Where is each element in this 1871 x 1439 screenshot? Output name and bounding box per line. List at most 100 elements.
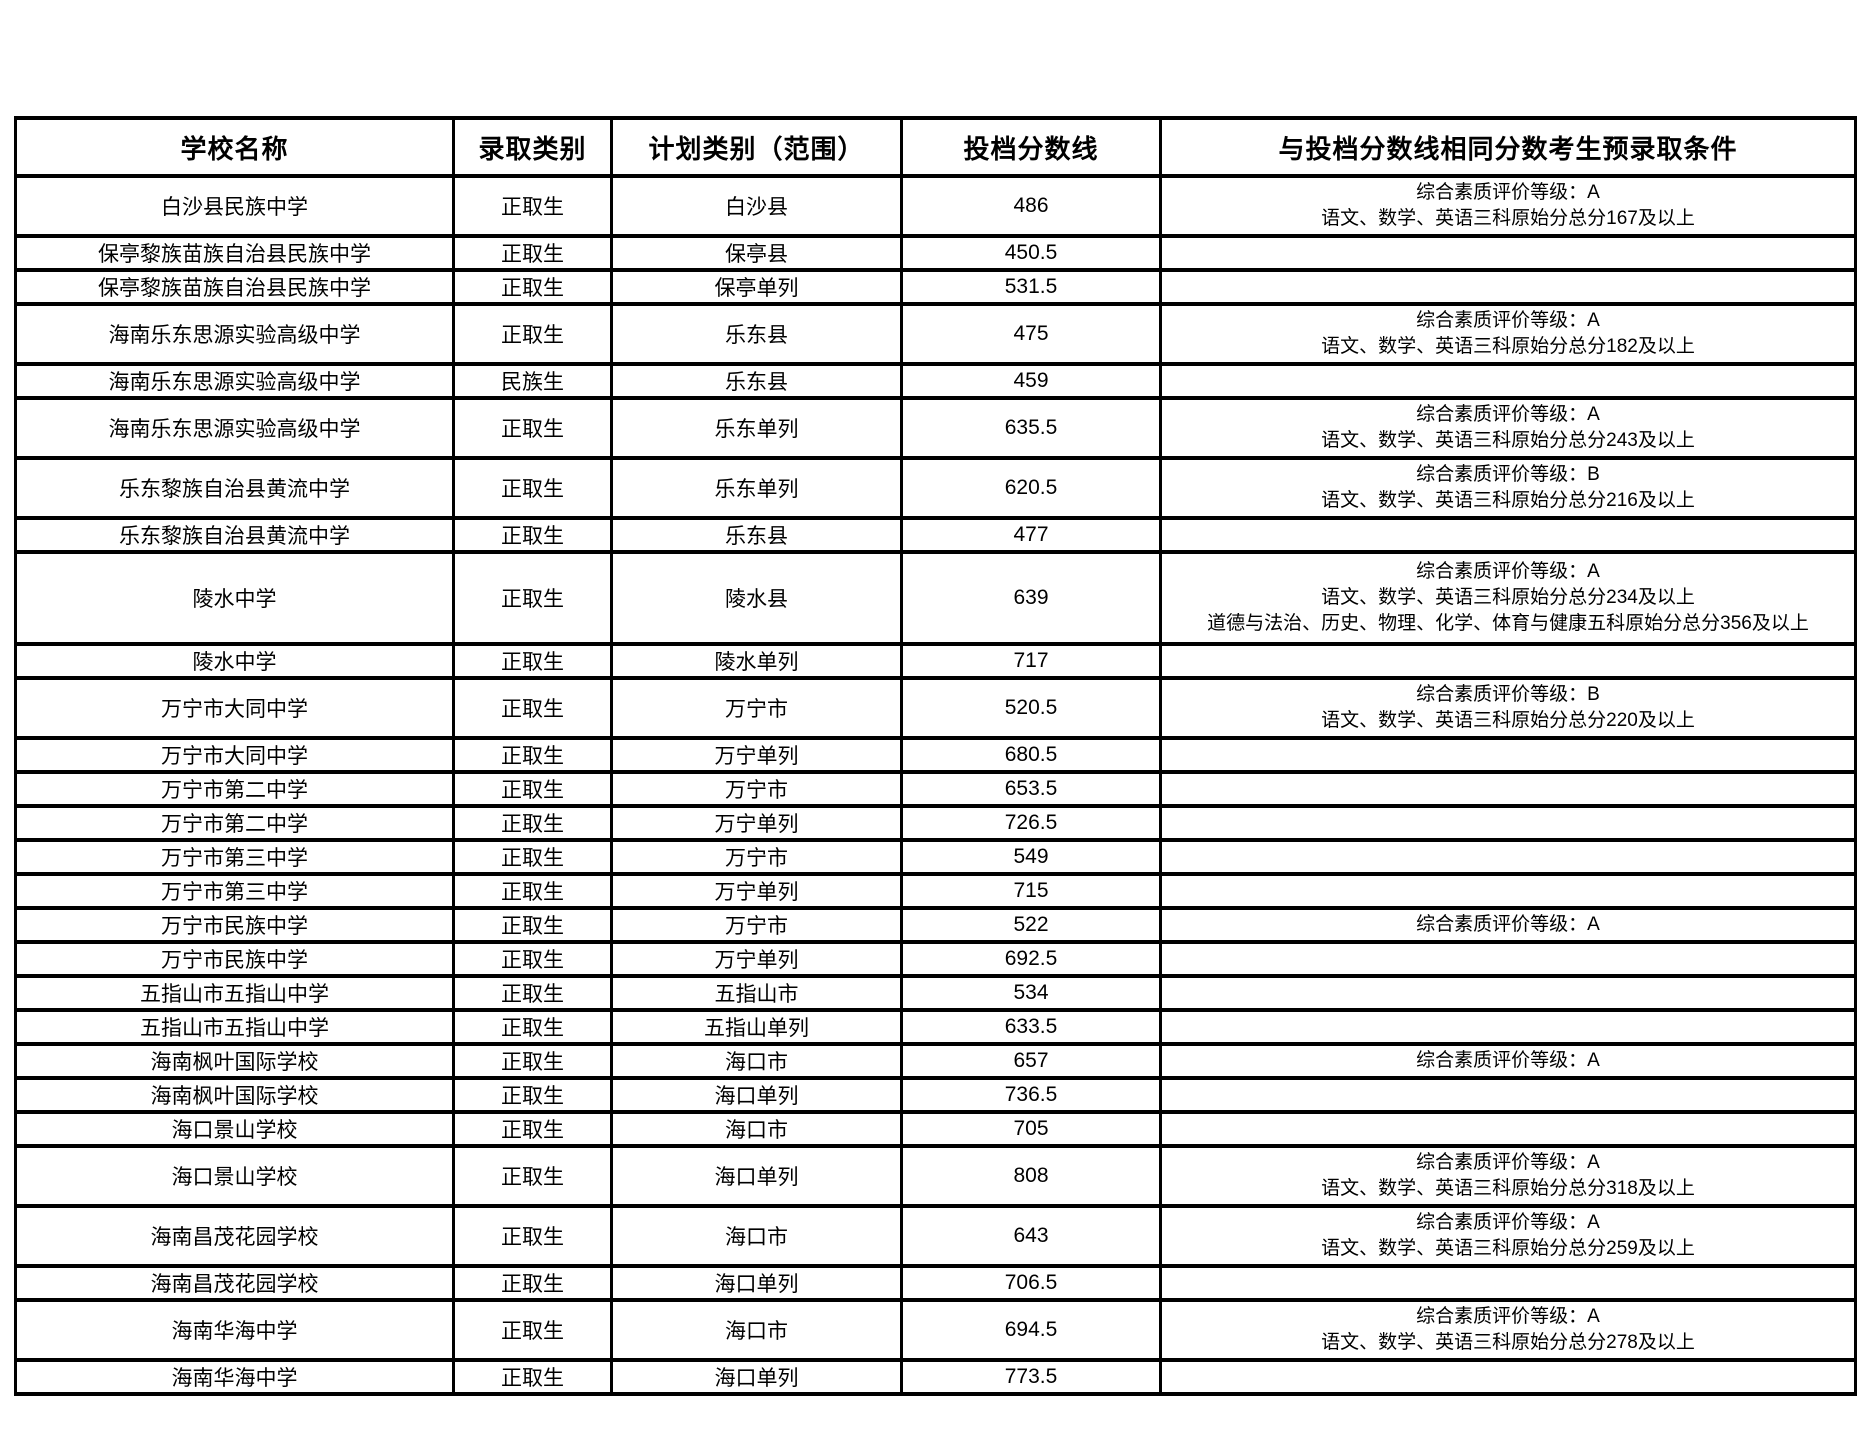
condition-line: 语文、数学、英语三科原始分总分216及以上 [1321,490,1695,511]
school-name-cell: 陵水中学 [14,550,455,646]
condition-line: 综合素质评价等级：A [1416,1306,1600,1327]
table-row: 海南昌茂花园学校 正取生 海口单列 706.5 [14,1264,1857,1302]
admission-type-cell: 正取生 [452,1298,613,1362]
table-row: 白沙县民族中学 正取生 白沙县 486 综合素质评价等级：A 语文、数学、英语三科原始分总… [14,174,1857,238]
table-row: 海南乐东思源实验高级中学 正取生 乐东单列 635.5 综合素质评价等级：A 语文、数学、… [14,396,1857,460]
conditions-cell [1159,642,1857,680]
score-cell: 692.5 [900,940,1162,978]
table-row: 海南枫叶国际学校 正取生 海口单列 736.5 [14,1076,1857,1114]
column-header-admission-type: 录取类别 [452,116,613,178]
conditions-cell [1159,872,1857,910]
admission-type-cell: 正取生 [452,1110,613,1148]
table-row: 陵水中学 正取生 陵水县 639 综合素质评价等级：A 语文、数学、英语三科原始分总分23… [14,550,1857,646]
table-row: 万宁市第二中学 正取生 万宁单列 726.5 [14,804,1857,842]
condition-line: 综合素质评价等级：B [1416,684,1600,705]
school-name-cell: 万宁市民族中学 [14,906,455,944]
admission-type-cell: 正取生 [452,1042,613,1080]
plan-type-cell: 陵水县 [610,550,903,646]
score-cell: 639 [900,550,1162,646]
conditions-cell [1159,516,1857,554]
school-name-cell: 海南华海中学 [14,1298,455,1362]
score-cell: 706.5 [900,1264,1162,1302]
conditions-cell: 综合素质评价等级：B 语文、数学、英语三科原始分总分216及以上 [1159,456,1857,520]
score-cell: 705 [900,1110,1162,1148]
school-name-cell: 海南昌茂花园学校 [14,1204,455,1268]
condition-line: 语文、数学、英语三科原始分总分278及以上 [1321,1332,1695,1353]
plan-type-cell: 海口市 [610,1042,903,1080]
score-cell: 486 [900,174,1162,238]
conditions-cell: 综合素质评价等级：A 语文、数学、英语三科原始分总分234及以上 道德与法治、历史、… [1159,550,1857,646]
condition-line: 综合素质评价等级：A [1416,1050,1600,1071]
admission-type-cell: 正取生 [452,396,613,460]
conditions-cell: 综合素质评价等级：A 语文、数学、英语三科原始分总分259及以上 [1159,1204,1857,1268]
admission-type-cell: 正取生 [452,516,613,554]
table-row: 万宁市大同中学 正取生 万宁单列 680.5 [14,736,1857,774]
plan-type-cell: 海口单列 [610,1076,903,1114]
school-name-cell: 海南华海中学 [14,1358,455,1396]
school-name-cell: 白沙县民族中学 [14,174,455,238]
score-cell: 534 [900,974,1162,1012]
table-row: 保亭黎族苗族自治县民族中学 正取生 保亭单列 531.5 [14,268,1857,306]
conditions-cell [1159,940,1857,978]
conditions-cell [1159,362,1857,400]
admission-type-cell: 正取生 [452,974,613,1012]
school-name-cell: 万宁市第二中学 [14,770,455,808]
score-cell: 522 [900,906,1162,944]
plan-type-cell: 万宁单列 [610,736,903,774]
conditions-cell [1159,268,1857,306]
score-cell: 808 [900,1144,1162,1208]
plan-type-cell: 保亭单列 [610,268,903,306]
page: { "table": { "columns": [ "学校名称", "录取类别"… [0,116,1871,1439]
plan-type-cell: 万宁单列 [610,804,903,842]
table-row: 海南乐东思源实验高级中学 正取生 乐东县 475 综合素质评价等级：A 语文、数学、英语三… [14,302,1857,366]
score-cell: 520.5 [900,676,1162,740]
score-cell: 620.5 [900,456,1162,520]
column-header-conditions: 与投档分数线相同分数考生预录取条件 [1159,116,1857,178]
condition-line: 语文、数学、英语三科原始分总分167及以上 [1321,208,1695,229]
condition-line: 语文、数学、英语三科原始分总分318及以上 [1321,1178,1695,1199]
school-name-cell: 保亭黎族苗族自治县民族中学 [14,234,455,272]
header-row: 学校名称 录取类别 计划类别（范围） 投档分数线 与投档分数线相同分数考生预录取条件 [14,116,1857,178]
score-cell: 717 [900,642,1162,680]
condition-line: 语文、数学、英语三科原始分总分243及以上 [1321,430,1695,451]
admission-type-cell: 正取生 [452,642,613,680]
plan-type-cell: 五指山市 [610,974,903,1012]
admission-type-cell: 正取生 [452,736,613,774]
score-cell: 657 [900,1042,1162,1080]
admission-type-cell: 正取生 [452,838,613,876]
school-name-cell: 陵水中学 [14,642,455,680]
admission-type-cell: 正取生 [452,940,613,978]
school-name-cell: 海口景山学校 [14,1144,455,1208]
plan-type-cell: 海口市 [610,1204,903,1268]
condition-line: 综合素质评价等级：A [1416,1212,1600,1233]
condition-line: 语文、数学、英语三科原始分总分182及以上 [1321,336,1695,357]
plan-type-cell: 白沙县 [610,174,903,238]
admission-type-cell: 正取生 [452,268,613,306]
plan-type-cell: 万宁市 [610,838,903,876]
conditions-cell [1159,1358,1857,1396]
table-row: 海南华海中学 正取生 海口单列 773.5 [14,1358,1857,1396]
admission-type-cell: 正取生 [452,804,613,842]
school-name-cell: 五指山市五指山中学 [14,1008,455,1046]
table-row: 万宁市第三中学 正取生 万宁市 549 [14,838,1857,876]
column-header-school: 学校名称 [14,116,455,178]
conditions-cell [1159,838,1857,876]
plan-type-cell: 乐东县 [610,516,903,554]
score-cell: 531.5 [900,268,1162,306]
conditions-cell [1159,1264,1857,1302]
plan-type-cell: 海口单列 [610,1264,903,1302]
score-cell: 736.5 [900,1076,1162,1114]
score-cell: 715 [900,872,1162,910]
score-cell: 549 [900,838,1162,876]
admission-type-cell: 正取生 [452,1204,613,1268]
table-row: 海南枫叶国际学校 正取生 海口市 657 综合素质评价等级：A [14,1042,1857,1080]
plan-type-cell: 海口市 [610,1110,903,1148]
score-cell: 635.5 [900,396,1162,460]
condition-line: 语文、数学、英语三科原始分总分220及以上 [1321,710,1695,731]
plan-type-cell: 万宁市 [610,770,903,808]
score-cell: 459 [900,362,1162,400]
condition-line: 语文、数学、英语三科原始分总分259及以上 [1321,1238,1695,1259]
table-row: 五指山市五指山中学 正取生 五指山单列 633.5 [14,1008,1857,1046]
score-cell: 475 [900,302,1162,366]
admission-type-cell: 正取生 [452,906,613,944]
